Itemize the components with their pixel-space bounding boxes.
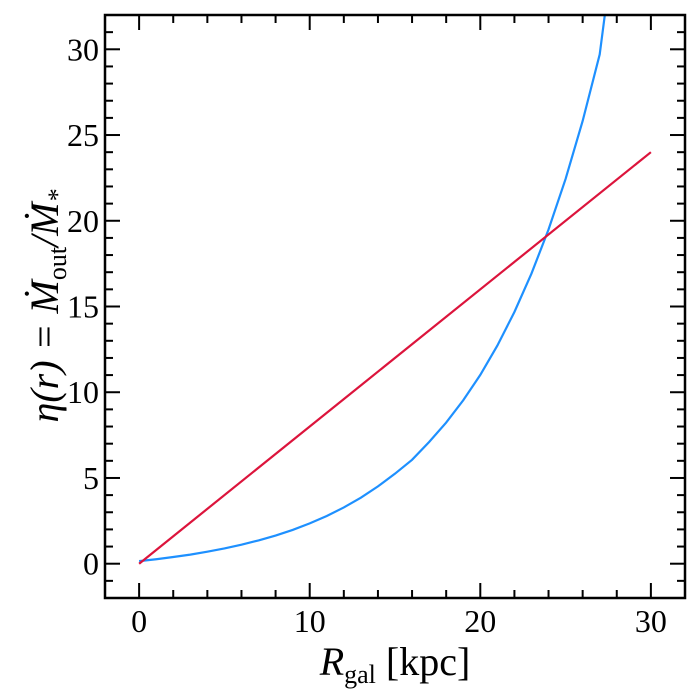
y-tick-label: 25: [67, 117, 99, 153]
y-tick-label: 10: [67, 374, 99, 410]
x-tick-label: 30: [635, 603, 667, 639]
x-label-part: R: [319, 639, 344, 684]
y-tick-label: 15: [67, 289, 99, 325]
x-label-part: gal: [344, 660, 376, 689]
x-label-part: [kpc]: [376, 639, 470, 684]
y-tick-label: 30: [67, 31, 99, 67]
series-line: [138, 151, 652, 565]
y-axis-label: η(r) = Ṁout/Ṁ*: [22, 189, 72, 422]
y-tick-label: 20: [67, 203, 99, 239]
x-tick-label: 10: [294, 603, 326, 639]
x-axis-label: Rgal [kpc]: [319, 639, 471, 689]
y-label-part: *: [43, 189, 72, 202]
y-tick-label: 5: [83, 460, 99, 496]
y-tick-label: 0: [83, 546, 99, 582]
plot-frame: [103, 13, 687, 600]
y-label-part: η(r) = Ṁ: [22, 277, 67, 422]
y-label-part: out: [43, 246, 72, 280]
series-line: [138, 15, 606, 563]
x-tick-label: 0: [131, 603, 147, 639]
y-label-part: /Ṁ: [22, 200, 67, 249]
x-tick-label: 20: [464, 603, 496, 639]
